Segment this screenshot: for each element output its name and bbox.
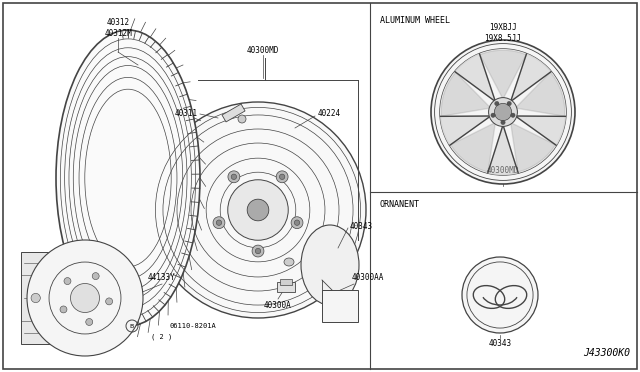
Polygon shape — [511, 54, 551, 102]
Circle shape — [247, 199, 269, 221]
Polygon shape — [21, 251, 56, 344]
Circle shape — [228, 171, 240, 183]
Polygon shape — [480, 50, 526, 99]
Ellipse shape — [284, 258, 294, 266]
Text: ( 2 ): ( 2 ) — [152, 334, 173, 340]
Text: 40343: 40343 — [350, 221, 373, 231]
Text: 40343: 40343 — [488, 340, 511, 349]
Text: 40300MD: 40300MD — [487, 166, 519, 174]
Circle shape — [64, 278, 71, 285]
Circle shape — [495, 102, 499, 106]
Circle shape — [511, 113, 515, 118]
Text: B: B — [130, 324, 134, 328]
Polygon shape — [455, 54, 495, 102]
Circle shape — [31, 294, 40, 303]
Text: 06110-8201A: 06110-8201A — [170, 323, 217, 329]
Text: ORNANENT: ORNANENT — [380, 200, 420, 209]
Text: 19X8.5JJ: 19X8.5JJ — [484, 33, 522, 42]
Circle shape — [491, 113, 495, 118]
Circle shape — [231, 174, 237, 180]
Text: 40311: 40311 — [175, 109, 198, 118]
Text: 40312: 40312 — [106, 17, 129, 26]
Bar — [322, 290, 358, 322]
Polygon shape — [451, 122, 495, 172]
Polygon shape — [511, 122, 556, 172]
Circle shape — [238, 115, 246, 123]
Text: ALUMINUM WHEEL: ALUMINUM WHEEL — [380, 16, 450, 25]
Polygon shape — [515, 72, 565, 116]
Polygon shape — [441, 72, 491, 116]
Circle shape — [60, 306, 67, 313]
Ellipse shape — [301, 225, 359, 305]
Text: 19XBJJ: 19XBJJ — [489, 22, 517, 32]
Circle shape — [294, 220, 300, 225]
Circle shape — [216, 220, 221, 225]
Circle shape — [494, 103, 511, 121]
Circle shape — [228, 180, 288, 240]
Bar — [222, 104, 245, 122]
Bar — [277, 282, 295, 292]
Circle shape — [150, 102, 366, 318]
Circle shape — [280, 174, 285, 180]
Circle shape — [92, 273, 99, 280]
Text: 40224: 40224 — [318, 109, 341, 118]
Circle shape — [501, 120, 505, 125]
Polygon shape — [515, 116, 566, 145]
Circle shape — [462, 257, 538, 333]
Text: 40300MD: 40300MD — [247, 45, 279, 55]
Text: 40312M: 40312M — [104, 29, 132, 38]
Circle shape — [213, 217, 225, 229]
Circle shape — [255, 248, 260, 254]
Polygon shape — [440, 116, 491, 145]
Circle shape — [106, 298, 113, 305]
Ellipse shape — [56, 30, 200, 326]
Circle shape — [488, 97, 517, 126]
Polygon shape — [488, 125, 518, 174]
Circle shape — [276, 171, 288, 183]
Text: J43300K0: J43300K0 — [583, 348, 630, 358]
Text: 40300AA: 40300AA — [352, 273, 385, 282]
Circle shape — [507, 102, 511, 106]
Circle shape — [86, 318, 93, 326]
Text: 44133Y: 44133Y — [148, 273, 176, 282]
Circle shape — [252, 245, 264, 257]
Circle shape — [70, 283, 99, 312]
Circle shape — [431, 40, 575, 184]
Circle shape — [291, 217, 303, 229]
Circle shape — [27, 240, 143, 356]
Bar — [280, 279, 292, 285]
Text: 40300A: 40300A — [264, 301, 292, 310]
